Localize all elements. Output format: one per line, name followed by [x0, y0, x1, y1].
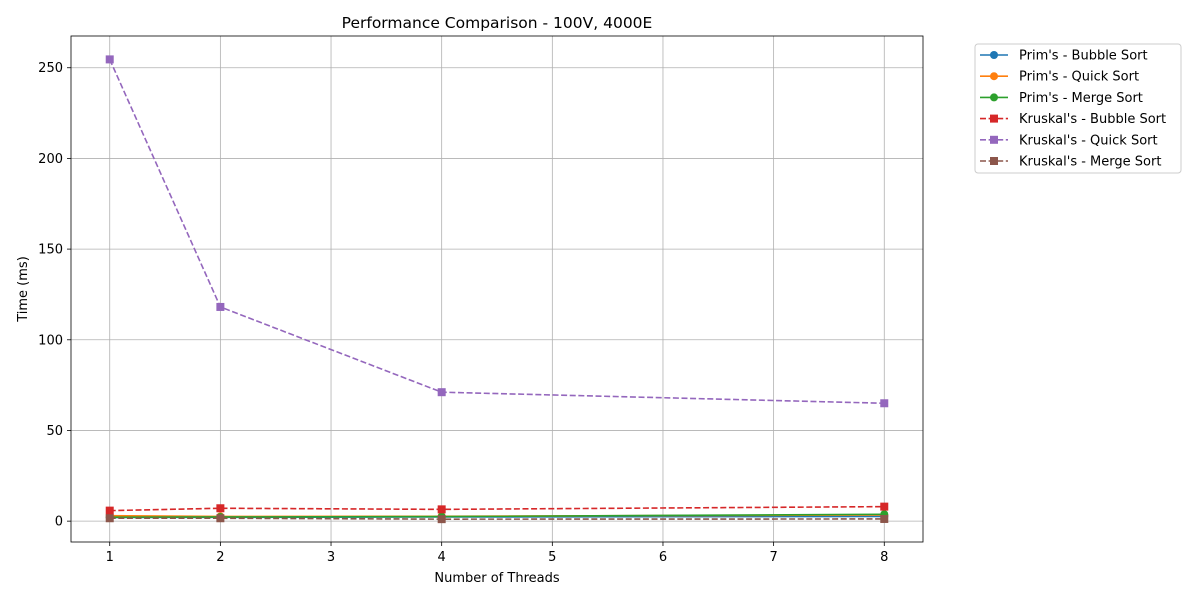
data-point: [105, 514, 114, 523]
data-point: [105, 55, 114, 64]
legend: Prim's - Bubble Sort Prim's - Quick Sort P…: [974, 43, 1182, 174]
data-point: [437, 515, 446, 524]
legend-label: Prim's - Quick Sort: [1019, 70, 1139, 85]
x-axis-title: Number of Threads: [434, 571, 559, 586]
grid-lines: [71, 36, 923, 542]
y-tick-label: 50: [46, 424, 63, 439]
legend-label: Prim's - Merge Sort: [1019, 91, 1143, 106]
plot-area: [71, 36, 923, 542]
y-tick-label: 200: [38, 152, 63, 167]
axes-frame: [70, 35, 924, 543]
axis-ticks: 1 2 3 4 5 6 7 8 0 50 100 150 200 250: [38, 61, 888, 565]
legend-marker: [990, 51, 998, 59]
legend-item: Kruskal's - Quick Sort: [980, 133, 1158, 148]
y-tick-label: 0: [55, 515, 63, 530]
series-6: [105, 514, 889, 524]
series-line: [108, 59, 885, 405]
data-point: [105, 506, 114, 515]
legend-marker: [990, 135, 998, 144]
data-point: [437, 388, 446, 397]
legend-marker: [990, 72, 998, 81]
legend-item: Kruskal's - Merge Sort: [980, 155, 1161, 170]
data-point: [216, 514, 225, 523]
legend-marker: [990, 157, 998, 165]
x-tick-label: 4: [438, 550, 446, 565]
series-line: [109, 505, 885, 512]
legend-marker: [990, 93, 998, 102]
legend-label: Kruskal's - Quick Sort: [1019, 133, 1158, 148]
chart-title: Performance Comparison - 100V, 4000E: [342, 14, 653, 32]
series-5: [105, 55, 889, 408]
y-tick-label: 100: [38, 333, 63, 348]
y-axis-title: Time (ms): [16, 256, 31, 323]
legend-label: Prim's - Bubble Sort: [1019, 49, 1148, 64]
x-tick-label: 6: [659, 550, 667, 565]
legend-box: [974, 43, 1182, 174]
legend-marker: [990, 114, 998, 123]
legend-item: Prim's - Merge Sort: [980, 91, 1143, 106]
x-tick-label: 5: [548, 550, 556, 565]
x-tick-label: 3: [327, 550, 335, 565]
legend-item: Kruskal's - Bubble Sort: [980, 112, 1166, 127]
x-tick-label: 2: [216, 550, 224, 565]
data-point: [437, 505, 446, 514]
y-tick-label: 250: [38, 61, 63, 76]
x-tick-label: 7: [769, 550, 777, 565]
series-line: [109, 513, 885, 518]
legend-item: Prim's - Quick Sort: [980, 70, 1139, 85]
legend-item: Prim's - Bubble Sort: [980, 49, 1148, 64]
x-tick-label: 8: [880, 550, 888, 565]
y-tick-label: 150: [38, 243, 63, 258]
legend-label: Kruskal's - Bubble Sort: [1019, 112, 1166, 127]
data-point: [216, 504, 225, 513]
legend-label: Kruskal's - Merge Sort: [1019, 155, 1161, 170]
x-tick-label: 1: [106, 550, 114, 565]
series-4: [105, 502, 889, 515]
data-point: [880, 514, 889, 523]
series-line: [109, 517, 885, 520]
data-point: [880, 502, 889, 511]
data-point: [216, 302, 225, 311]
data-point: [880, 399, 889, 408]
